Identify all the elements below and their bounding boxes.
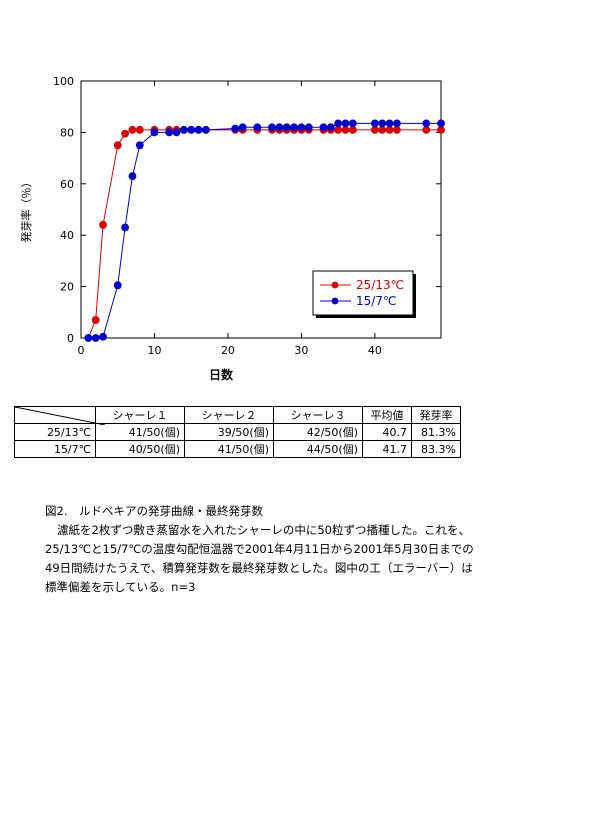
header-dish-3: シャーレ３ [273, 406, 363, 424]
data-point [393, 119, 401, 128]
table-cell: 81.3% [411, 423, 461, 441]
y-tick-label: 100 [53, 75, 74, 88]
data-point [334, 125, 343, 134]
table-cell: 42/50(個) [273, 423, 363, 441]
results-table: シャーレ１ シャーレ２ シャーレ３ 平均値 発芽率 25/13℃ 41/50(個… [14, 406, 461, 458]
table-cell: 41/50(個) [184, 440, 274, 458]
data-point [370, 119, 379, 128]
data-point [121, 223, 129, 232]
x-tick-label: 20 [221, 344, 235, 357]
data-point [84, 334, 93, 342]
x-tick-label: 10 [147, 344, 161, 357]
data-point [370, 125, 379, 134]
y-tick-label: 40 [60, 229, 74, 242]
y-tick-label: 0 [67, 332, 74, 345]
legend-label: 25/13℃ [356, 278, 404, 292]
data-point [135, 125, 144, 134]
data-point [91, 334, 100, 342]
data-point [378, 125, 387, 134]
header-mean: 平均値 [362, 406, 412, 424]
data-point [437, 119, 445, 128]
data-point [91, 316, 100, 324]
data-point [179, 125, 188, 134]
data-point [290, 123, 298, 132]
x-axis-title: 日数 [209, 367, 234, 382]
data-point [348, 125, 357, 134]
table-row: 25/13℃ 41/50(個) 39/50(個) 42/50(個) 40.7 8… [14, 423, 461, 441]
x-tick-label: 0 [78, 344, 85, 357]
data-point [385, 119, 394, 128]
data-point [341, 125, 350, 134]
table-row: 15/7℃ 40/50(個) 41/50(個) 44/50(個) 41.7 83… [14, 440, 461, 458]
data-point [128, 172, 137, 180]
data-point [282, 123, 291, 132]
y-tick-label: 20 [60, 281, 74, 294]
x-tick-label: 30 [294, 344, 308, 357]
caption-body: 濾紙を2枚ずつ敷き蒸留水を入れたシャーレの中に50粒ずつ播種した。これを、25/… [45, 523, 474, 594]
y-axis-title: 発芽率（％） [19, 177, 33, 243]
legend-box [312, 270, 414, 316]
table-corner-cell [14, 406, 105, 425]
caption-title: 図2. ルドベキアの発芽曲線・最終発芽数 [45, 504, 263, 518]
table-cell: 44/50(個) [273, 440, 363, 458]
data-point [319, 123, 328, 132]
data-point [268, 123, 276, 132]
data-point [304, 123, 313, 132]
legend-marker [331, 281, 339, 289]
table-cell: 40.7 [362, 423, 412, 441]
data-point [194, 125, 203, 134]
header-rate: 発芽率 [411, 406, 461, 424]
germination-chart: 0 20 40 60 80 100 0 10 20 30 40 日数 発芽率（％） 25/13℃ 15/7℃ [19, 75, 445, 382]
data-point [348, 119, 357, 128]
data-point [121, 129, 129, 138]
data-point [231, 124, 240, 133]
table-cell: 83.3% [411, 440, 461, 458]
data-point [422, 119, 431, 128]
data-point [385, 125, 394, 134]
data-point [165, 128, 174, 137]
data-point [334, 119, 343, 128]
header-dish-1: シャーレ１ [95, 406, 185, 424]
data-point [378, 119, 387, 128]
data-point [422, 125, 431, 134]
data-point [297, 123, 306, 132]
row-label: 15/7℃ [14, 440, 96, 458]
table-cell: 40/50(個) [95, 440, 185, 458]
data-point [238, 123, 247, 132]
table-cell: 41.7 [362, 440, 412, 458]
header-dish-2: シャーレ２ [184, 406, 274, 424]
y-tick-label: 80 [60, 126, 74, 139]
data-point [341, 119, 350, 128]
data-point [253, 123, 262, 132]
table-cell: 41/50(個) [95, 423, 185, 441]
legend-marker [331, 297, 339, 305]
x-tick-label: 40 [368, 344, 382, 357]
data-point [393, 125, 401, 134]
data-point [172, 128, 181, 137]
data-point [113, 281, 122, 290]
data-point [326, 123, 335, 132]
data-point [135, 141, 144, 150]
table-cell: 39/50(個) [184, 423, 274, 441]
data-point [437, 125, 445, 134]
y-tick-label: 60 [60, 178, 74, 191]
table-header-row: シャーレ１ シャーレ２ シャーレ３ 平均値 発芽率 [14, 406, 461, 425]
figure-caption: 図2. ルドベキアの発芽曲線・最終発芽数 濾紙を2枚ずつ敷き蒸留水を入れたシャー… [45, 502, 475, 597]
data-point [187, 125, 196, 134]
plot-frame [80, 80, 442, 339]
data-point [128, 125, 137, 134]
legend-label: 15/7℃ [356, 294, 396, 308]
data-point [201, 125, 210, 134]
series-line [88, 122, 441, 339]
data-point [99, 221, 107, 229]
data-point [113, 141, 122, 150]
data-point [150, 128, 159, 137]
row-label: 25/13℃ [14, 423, 96, 441]
data-point [99, 332, 107, 341]
data-point [275, 123, 284, 132]
